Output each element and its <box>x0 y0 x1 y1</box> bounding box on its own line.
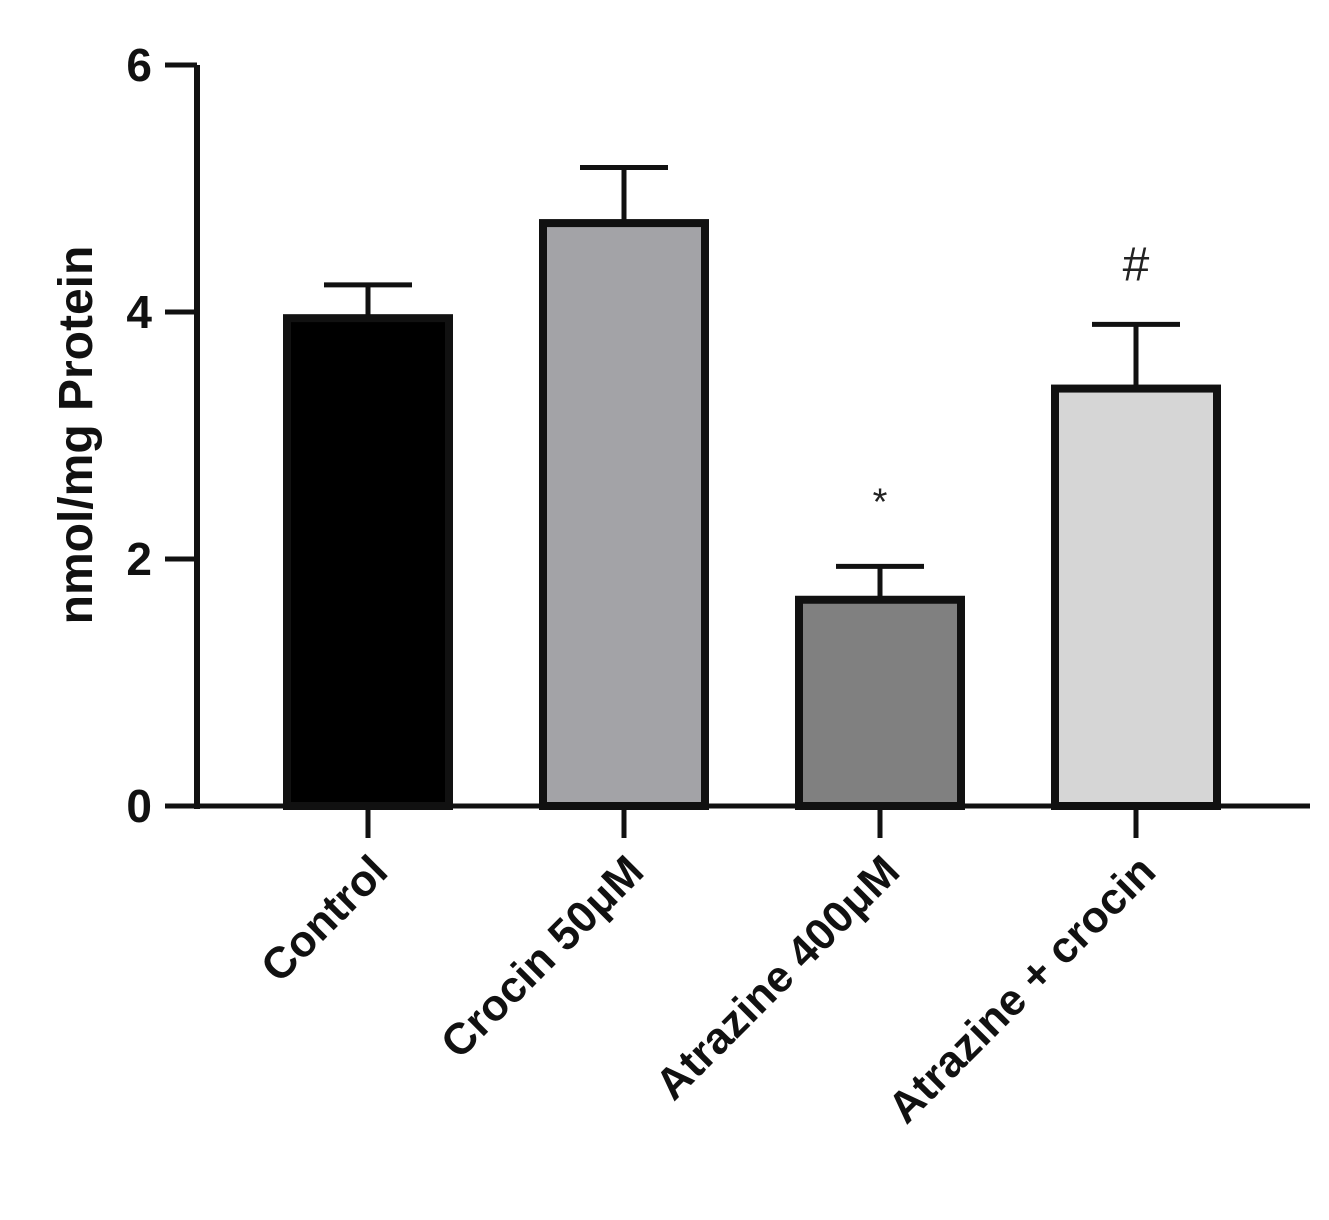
bars <box>283 165 1221 810</box>
significance-annotation: * <box>873 481 888 523</box>
significance-annotation: # <box>1123 238 1150 291</box>
x-tick-label: Atrazine + crocin <box>879 846 1165 1132</box>
y-tick-label: 4 <box>126 286 152 338</box>
bar <box>795 595 965 810</box>
bar <box>283 314 453 810</box>
x-tick-label: Atrazine 400μM <box>646 846 909 1109</box>
x-tick-label: Crocin 50μM <box>432 846 653 1067</box>
y-axis-label: nmol/mg Protein <box>50 246 103 625</box>
bar <box>1051 384 1221 810</box>
y-tick-label: 2 <box>126 533 152 585</box>
y-tick-label: 0 <box>126 780 152 832</box>
y-tick-label: 6 <box>126 39 152 91</box>
bar <box>539 219 709 810</box>
x-tick-label: Control <box>252 846 397 991</box>
